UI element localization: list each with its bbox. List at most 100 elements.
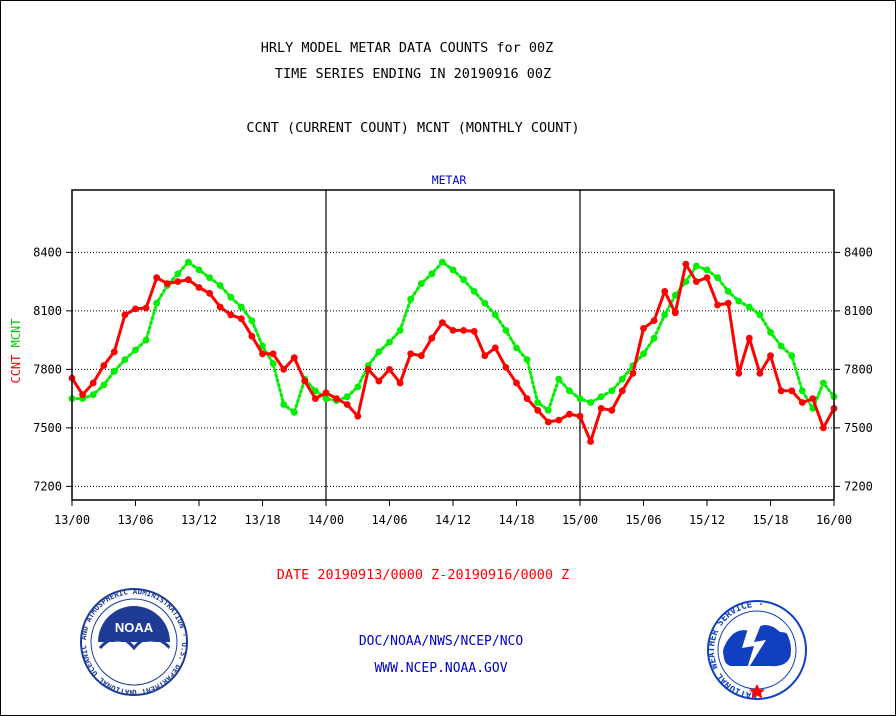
data-point-mcnt <box>439 258 446 266</box>
data-point-ccnt <box>576 412 584 420</box>
data-point-ccnt <box>185 276 192 284</box>
data-point-ccnt <box>89 379 97 387</box>
data-point-ccnt <box>618 387 626 395</box>
noaa-logo: NATIONAL OCEANIC AND ATMOSPHERIC ADMINIS… <box>0 0 189 697</box>
x-tick-label: 13/06 <box>117 513 153 527</box>
data-point-ccnt <box>301 377 309 385</box>
data-point-mcnt <box>618 375 626 383</box>
data-point-mcnt <box>767 328 774 336</box>
data-point-mcnt <box>322 395 330 402</box>
data-point-mcnt <box>566 387 573 395</box>
data-point-ccnt <box>269 350 277 358</box>
x-tick-label: 13/00 <box>54 513 90 527</box>
data-point-ccnt <box>322 389 330 397</box>
data-point-mcnt <box>788 352 796 360</box>
plot-series <box>68 258 838 445</box>
y-tick-label: 7500 <box>33 421 62 435</box>
data-point-mcnt <box>89 391 97 399</box>
plot-frame <box>71 189 835 501</box>
data-point-mcnt <box>502 327 510 334</box>
data-point-ccnt <box>544 418 552 426</box>
data-point-ccnt <box>470 328 478 335</box>
data-point-mcnt <box>354 383 362 391</box>
data-point-mcnt <box>227 293 235 301</box>
data-point-mcnt <box>544 406 552 414</box>
y-tick-label: 8100 <box>33 304 62 318</box>
data-point-mcnt <box>491 311 499 319</box>
data-point-ccnt <box>132 305 139 313</box>
data-point-mcnt <box>396 327 404 334</box>
data-point-mcnt <box>745 303 753 311</box>
data-point-ccnt <box>153 274 161 282</box>
plot-grid <box>72 190 834 500</box>
data-point-mcnt <box>724 288 732 295</box>
data-point-ccnt <box>110 348 118 356</box>
data-point-mcnt <box>798 387 806 395</box>
data-point-ccnt <box>174 278 182 285</box>
data-point-mcnt <box>650 334 658 342</box>
data-point-ccnt <box>513 379 520 387</box>
data-point-mcnt <box>587 399 594 406</box>
data-point-mcnt <box>820 379 827 387</box>
data-point-mcnt <box>195 266 203 274</box>
data-point-mcnt <box>312 387 319 395</box>
data-point-ccnt <box>386 366 393 373</box>
data-point-ccnt <box>227 311 235 319</box>
panel-label: METAR <box>432 173 467 187</box>
data-point-mcnt <box>259 342 266 350</box>
data-point-mcnt <box>216 282 224 289</box>
data-point-mcnt <box>777 342 785 350</box>
data-point-mcnt <box>735 297 743 305</box>
data-point-mcnt <box>269 360 277 367</box>
data-point-ccnt <box>407 350 415 358</box>
svg-text:NATIONAL OCEANIC AND ATMOSPHER: NATIONAL OCEANIC AND ATMOSPHERIC ADMINIS… <box>0 0 189 697</box>
data-point-ccnt <box>703 274 711 282</box>
data-point-mcnt <box>481 299 489 307</box>
data-point-ccnt <box>491 344 499 352</box>
data-point-mcnt <box>460 276 467 284</box>
x-tick-label: 15/12 <box>689 513 725 527</box>
data-point-mcnt <box>174 270 182 278</box>
data-point-ccnt <box>661 288 669 295</box>
data-point-ccnt <box>735 369 743 377</box>
data-point-ccnt <box>597 405 605 412</box>
data-point-ccnt <box>206 289 214 297</box>
url-label: WWW.NCEP.NOAA.GOV <box>374 661 507 676</box>
data-point-ccnt <box>788 387 796 395</box>
data-point-ccnt <box>534 406 542 414</box>
data-point-ccnt <box>798 399 806 406</box>
data-point-ccnt <box>608 406 616 414</box>
data-point-ccnt <box>237 315 245 323</box>
data-point-mcnt <box>640 350 647 358</box>
data-point-ccnt <box>809 395 817 402</box>
data-point-mcnt <box>343 393 351 401</box>
y-tick-label-right: 7500 <box>844 421 873 435</box>
data-point-ccnt <box>714 301 721 309</box>
data-point-mcnt <box>185 258 192 266</box>
x-tick-label: 13/18 <box>244 513 280 527</box>
data-point-mcnt <box>714 274 721 282</box>
data-point-ccnt <box>259 350 266 358</box>
data-point-mcnt <box>555 375 563 383</box>
data-point-ccnt <box>449 327 457 334</box>
y-tick-label: 7200 <box>33 479 62 493</box>
data-point-ccnt <box>767 352 774 360</box>
data-point-ccnt <box>216 303 224 311</box>
data-point-ccnt <box>428 334 436 342</box>
y-axis-label-mcnt: MCNT <box>9 318 23 347</box>
data-point-ccnt <box>248 332 256 340</box>
noaa-ring-text: NATIONAL OCEANIC AND ATMOSPHERIC ADMINIS… <box>0 0 189 697</box>
y-tick-label-right: 8400 <box>844 245 873 259</box>
x-tick-label: 13/12 <box>181 513 217 527</box>
data-point-ccnt <box>820 424 827 432</box>
data-point-mcnt <box>142 336 150 344</box>
data-point-ccnt <box>343 401 351 408</box>
data-point-ccnt <box>439 319 446 326</box>
x-tick-label: 14/00 <box>308 513 344 527</box>
noaa-logo-text: NOAA <box>115 620 154 635</box>
data-point-ccnt <box>100 362 108 369</box>
data-point-mcnt <box>417 280 425 287</box>
data-point-mcnt <box>608 387 616 395</box>
data-point-mcnt <box>682 278 690 285</box>
data-point-mcnt <box>597 393 605 401</box>
